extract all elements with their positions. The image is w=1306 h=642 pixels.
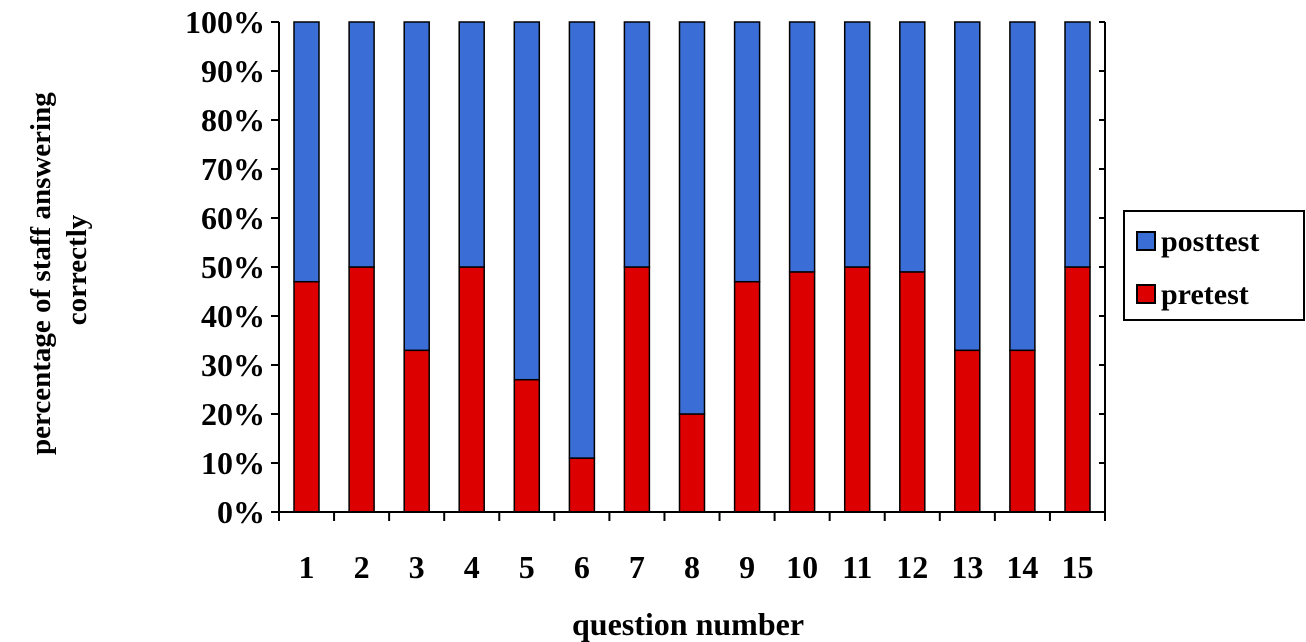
bar-pretest-q8 xyxy=(678,413,706,513)
x-tick-label: 3 xyxy=(409,549,425,585)
bar-posttest-q5 xyxy=(513,21,541,381)
y-axis-label-line-1: percentage of staff answering xyxy=(25,92,57,455)
x-ticks-group: 1 2 3 4 5 6 7 8 9 10 11 12 13 14 15 xyxy=(278,512,1106,585)
y-tick-label: 70% xyxy=(201,151,265,187)
bar-pretest-q11 xyxy=(843,266,871,513)
bar-pretest-q12 xyxy=(899,271,926,513)
bar-posttest-q8 xyxy=(678,21,706,415)
y-tick-label: 50% xyxy=(201,249,265,285)
y-tick-label: 90% xyxy=(201,53,265,89)
x-tick-label: 8 xyxy=(684,549,700,585)
y-axis-label-line-2: correctly xyxy=(61,214,93,325)
legend-label-pretest: pretest xyxy=(1161,278,1249,311)
y-tick-label: 30% xyxy=(201,347,265,383)
bar-posttest-q13 xyxy=(954,21,981,352)
x-tick-label: 9 xyxy=(739,549,755,585)
bar-posttest-q10 xyxy=(788,21,816,273)
x-tick-label: 14 xyxy=(1006,549,1038,585)
y-tick-label: 80% xyxy=(201,102,265,138)
bar-pretest-q7 xyxy=(623,266,651,513)
bar-posttest-q4 xyxy=(458,21,485,268)
y-tick-label: 10% xyxy=(201,445,265,481)
x-axis-label: question number xyxy=(572,606,804,642)
x-tick-label: 6 xyxy=(574,549,590,585)
y-ticks-group: 0% 10% 20% 30% 40% 50% 60% 70% 80% 90% 100% xyxy=(185,4,1106,530)
x-tick-label: 11 xyxy=(842,549,872,585)
bar-posttest-q3 xyxy=(403,21,430,352)
bar-posttest-q9 xyxy=(733,21,761,283)
y-axis-label: percentage of staff answering correctly xyxy=(25,85,93,455)
bar-posttest-q7 xyxy=(623,21,651,268)
bar-pretest-q6 xyxy=(568,457,596,513)
x-tick-label: 13 xyxy=(951,549,983,585)
bar-pretest-q4 xyxy=(458,266,485,513)
legend-label-posttest: posttest xyxy=(1161,225,1259,258)
bar-posttest-q12 xyxy=(899,21,926,273)
bar-posttest-q14 xyxy=(1009,21,1036,352)
x-tick-label: 10 xyxy=(786,549,818,585)
y-tick-label: 0% xyxy=(217,494,265,530)
bar-pretest-q10 xyxy=(788,271,816,513)
bar-posttest-q2 xyxy=(348,21,375,268)
legend: posttest pretest xyxy=(1123,210,1305,321)
bar-posttest-q15 xyxy=(1064,21,1091,268)
bars-group xyxy=(293,21,1091,513)
y-tick-label: 40% xyxy=(201,298,265,334)
x-tick-label: 12 xyxy=(896,549,928,585)
x-tick-label: 1 xyxy=(299,549,315,585)
bar-pretest-q2 xyxy=(348,266,375,513)
bar-pretest-q3 xyxy=(403,349,430,513)
bar-pretest-q14 xyxy=(1009,349,1036,513)
x-tick-label: 2 xyxy=(354,549,370,585)
bar-pretest-q13 xyxy=(954,349,981,513)
x-tick-label: 15 xyxy=(1061,549,1093,585)
bar-posttest-q11 xyxy=(843,21,871,268)
bar-pretest-q9 xyxy=(733,280,761,513)
bar-posttest-q1 xyxy=(293,21,320,283)
x-tick-label: 7 xyxy=(629,549,645,585)
x-tick-label: 5 xyxy=(519,549,535,585)
bar-pretest-q5 xyxy=(513,378,541,513)
legend-swatch-posttest xyxy=(1136,231,1156,251)
y-tick-label: 20% xyxy=(201,396,265,432)
bar-pretest-q15 xyxy=(1064,266,1091,513)
y-tick-label: 100% xyxy=(185,4,265,40)
legend-swatch-pretest xyxy=(1136,284,1156,304)
y-tick-label: 60% xyxy=(201,200,265,236)
x-tick-label: 4 xyxy=(464,549,480,585)
bar-pretest-q1 xyxy=(293,280,320,513)
bar-posttest-q6 xyxy=(568,21,596,459)
